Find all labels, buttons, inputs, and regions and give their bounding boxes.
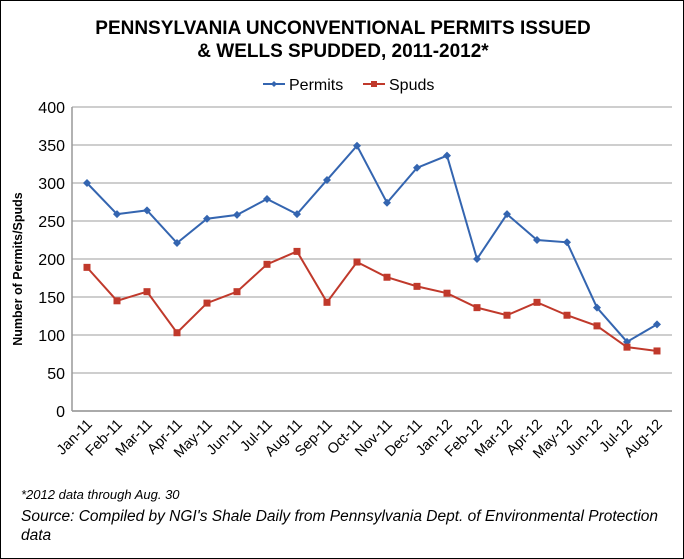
data-point — [383, 198, 391, 207]
data-point — [533, 298, 541, 306]
y-tick-label: 150 — [38, 290, 65, 307]
data-point — [83, 179, 91, 187]
data-point — [203, 214, 211, 223]
data-point — [563, 238, 571, 247]
source-note: Source: Compiled by NGI's Shale Daily fr… — [21, 508, 659, 544]
data-point — [413, 163, 421, 172]
data-point — [263, 260, 271, 268]
data-point — [563, 311, 571, 319]
data-point — [293, 247, 301, 255]
y-tick-label: 50 — [47, 366, 65, 383]
data-point — [233, 288, 241, 296]
data-point — [653, 320, 661, 329]
y-tick-label: 0 — [56, 404, 65, 421]
legend-label: Permits — [289, 77, 343, 94]
data-point — [593, 322, 601, 330]
data-point — [203, 299, 211, 307]
data-point — [173, 239, 181, 248]
data-point — [83, 263, 91, 271]
data-point — [413, 282, 421, 290]
data-point — [383, 273, 391, 281]
data-point — [233, 210, 241, 219]
data-point — [113, 210, 121, 219]
data-point — [263, 194, 271, 203]
data-point — [593, 303, 601, 312]
data-point — [443, 151, 451, 160]
data-point — [443, 289, 451, 297]
data-point — [143, 206, 151, 215]
y-tick-label: 250 — [38, 214, 65, 231]
series-line — [86, 144, 658, 344]
legend-marker — [271, 81, 277, 87]
data-point — [293, 210, 301, 219]
footnote: *2012 data through Aug. 30 — [21, 487, 180, 502]
y-axis-label: Number of Permits/Spuds — [11, 192, 25, 346]
data-point — [143, 288, 151, 296]
chart-title: PENNSYLVANIA UNCONVENTIONAL PERMITS ISSU… — [1, 17, 683, 63]
data-point — [323, 298, 331, 306]
data-point — [353, 258, 361, 266]
data-point — [503, 311, 511, 319]
data-point — [473, 304, 481, 312]
y-tick-label: 300 — [38, 176, 65, 193]
data-point — [623, 343, 631, 351]
data-point — [533, 236, 541, 244]
y-tick-label: 200 — [38, 252, 65, 269]
series-line — [86, 250, 658, 352]
data-point — [323, 175, 331, 184]
data-point — [113, 297, 121, 305]
legend-label: Spuds — [389, 77, 434, 94]
data-point — [653, 347, 661, 355]
title-line-1: PENNSYLVANIA UNCONVENTIONAL PERMITS ISSU… — [95, 18, 591, 39]
line-chart: 050100150200250300350400Jan-11Feb-11Mar-… — [11, 77, 672, 462]
data-point — [473, 255, 481, 263]
title-line-2: & WELLS SPUDDED, 2011-2012* — [197, 41, 489, 62]
y-tick-label: 350 — [38, 138, 65, 155]
y-tick-label: 400 — [38, 100, 65, 117]
data-point — [503, 210, 511, 219]
legend-marker — [371, 81, 377, 87]
data-point — [173, 329, 181, 337]
y-tick-label: 100 — [38, 328, 65, 345]
data-point — [353, 141, 361, 150]
